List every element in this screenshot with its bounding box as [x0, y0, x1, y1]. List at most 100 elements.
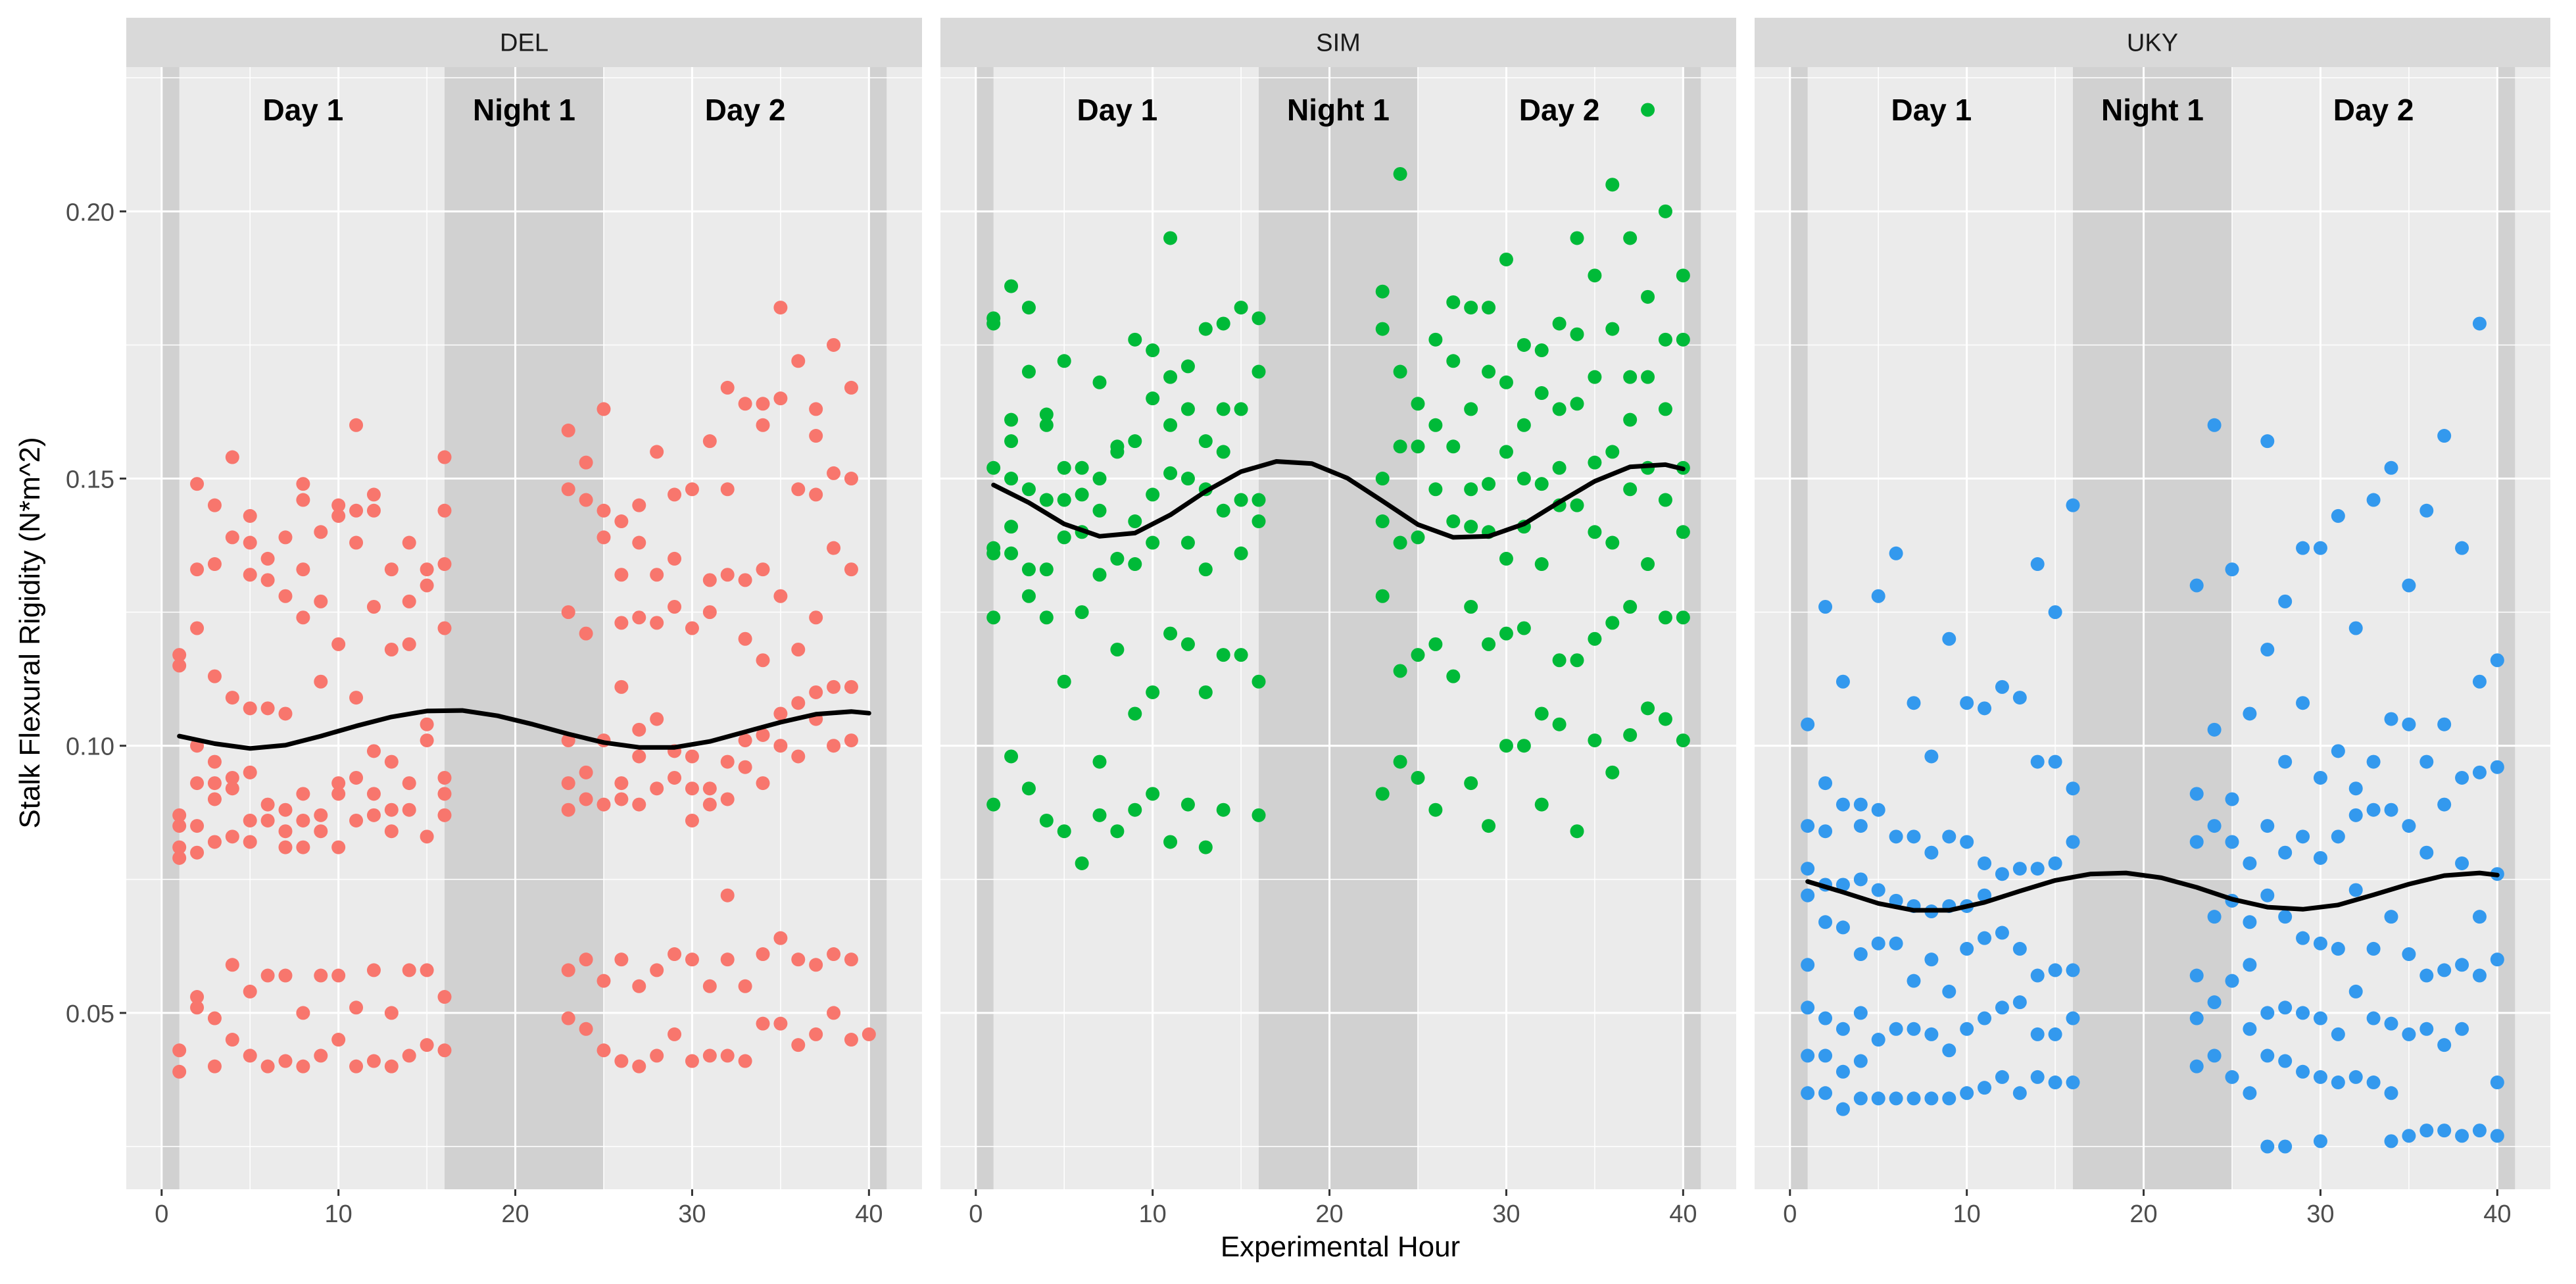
data-point: [2490, 653, 2504, 668]
data-point: [1552, 402, 1567, 416]
data-point: [1216, 445, 1230, 459]
data-point: [1234, 301, 1248, 315]
data-point: [827, 739, 841, 753]
data-point: [1605, 616, 1620, 630]
data-point: [2384, 910, 2398, 924]
data-point: [2348, 883, 2363, 897]
data-point: [314, 525, 328, 539]
data-point: [1871, 936, 1885, 951]
data-point: [402, 637, 416, 651]
data-point: [2243, 1086, 2257, 1100]
data-point: [207, 754, 222, 769]
data-point: [1464, 776, 1478, 791]
data-point: [1534, 343, 1549, 358]
data-point: [1198, 562, 1213, 577]
data-point: [702, 573, 717, 587]
data-point: [1588, 525, 1602, 539]
data-point: [2048, 1075, 2062, 1090]
data-point: [1128, 514, 1142, 529]
data-point: [756, 562, 770, 577]
data-point: [685, 621, 699, 635]
data-point: [1021, 589, 1036, 603]
data-point: [1588, 370, 1602, 384]
data-point: [614, 679, 629, 694]
data-point: [986, 610, 1001, 625]
data-point: [278, 824, 293, 839]
data-point: [420, 578, 434, 593]
data-point: [1057, 530, 1071, 545]
data-point: [1570, 824, 1584, 839]
data-point: [596, 503, 611, 518]
data-point: [1039, 407, 1054, 422]
data-point: [738, 1054, 752, 1068]
data-point: [1605, 322, 1620, 336]
data-point: [756, 1016, 770, 1031]
data-point: [756, 728, 770, 742]
data-point: [1924, 1091, 1939, 1106]
data-point: [1871, 883, 1885, 897]
data-point: [172, 840, 187, 854]
data-point: [402, 802, 416, 817]
data-point: [437, 990, 452, 1004]
data-point: [1658, 402, 1672, 416]
data-point: [1499, 739, 1513, 753]
data-point: [2243, 856, 2257, 870]
data-point: [632, 610, 646, 625]
data-point: [314, 1049, 328, 1063]
data-point: [720, 754, 735, 769]
data-point: [756, 397, 770, 411]
data-point: [1853, 872, 1868, 887]
data-point: [791, 952, 806, 967]
data-point: [1658, 610, 1672, 625]
data-point: [2012, 691, 2027, 705]
data-point: [1517, 739, 1531, 753]
data-point: [1517, 621, 1531, 635]
data-point: [1942, 984, 1956, 999]
data-point: [1128, 332, 1142, 347]
data-point: [1057, 674, 1071, 689]
data-point: [579, 765, 593, 779]
data-point: [1039, 813, 1054, 827]
data-point: [1252, 514, 1266, 529]
data-point: [172, 851, 187, 865]
data-point: [1234, 493, 1248, 507]
data-point: [720, 482, 735, 497]
data-point: [437, 1043, 452, 1058]
data-point: [1978, 1011, 1992, 1025]
data-point: [207, 776, 222, 791]
data-point: [1252, 493, 1266, 507]
data-point: [190, 1000, 205, 1015]
data-point: [2419, 845, 2434, 860]
data-point: [2402, 819, 2416, 833]
data-point: [1004, 412, 1019, 427]
x-tick-label: 20: [1315, 1200, 1343, 1228]
data-point: [1057, 354, 1071, 368]
data-point: [1499, 252, 1513, 266]
data-point: [1039, 562, 1054, 577]
data-point: [349, 535, 364, 550]
data-point: [1641, 289, 1655, 304]
data-point: [420, 829, 434, 844]
data-point: [2048, 1027, 2062, 1041]
data-point: [225, 1033, 239, 1047]
x-tick-label: 10: [325, 1200, 352, 1228]
data-point: [738, 733, 752, 748]
data-point: [632, 979, 646, 993]
data-point: [1588, 268, 1602, 283]
facet-del: DEL Day 1 Night 1 Day 2 0 10 20 30 40: [126, 18, 922, 1228]
data-point: [1942, 1043, 1956, 1058]
data-point: [2207, 910, 2222, 924]
data-point: [827, 541, 841, 555]
data-point: [1075, 605, 1089, 620]
data-point: [402, 963, 416, 977]
data-point: [1004, 472, 1019, 486]
data-point: [561, 423, 575, 437]
data-point: [632, 498, 646, 512]
data-point: [2066, 835, 2080, 849]
data-point: [1482, 364, 1496, 379]
data-point: [1393, 364, 1407, 379]
data-point: [702, 781, 717, 796]
data-point: [1092, 472, 1107, 486]
data-point: [2048, 605, 2062, 620]
data-point: [1146, 685, 1160, 699]
